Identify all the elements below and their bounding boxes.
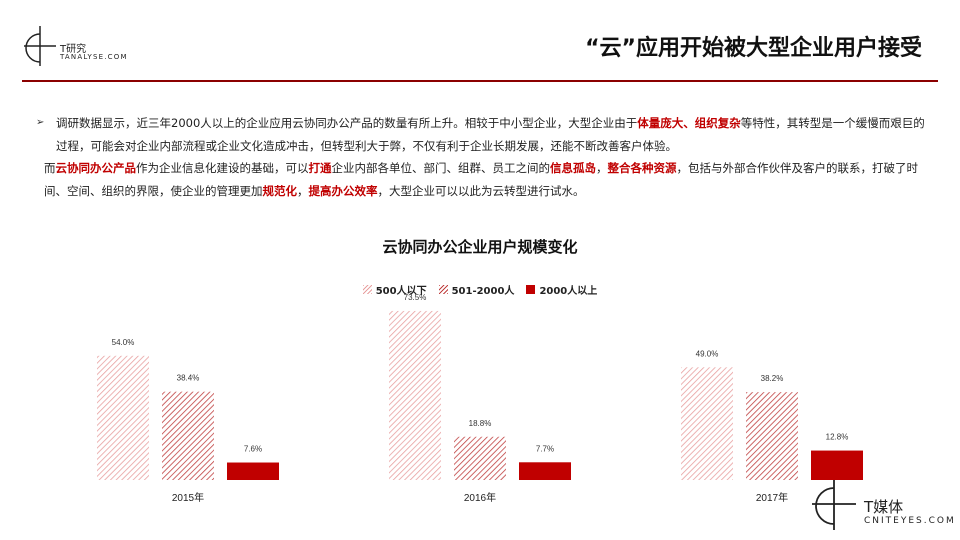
body-text-run: ， — [596, 161, 608, 175]
bar-3-3 — [811, 450, 863, 480]
logo-mark-icon — [24, 26, 56, 66]
logo-mark-icon — [812, 480, 856, 530]
page-title: “云”应用开始被大型企业用户接受 — [585, 36, 922, 61]
body-text: ➢ 调研数据显示，近三年2000人以上的企业应用云协同办公产品的数量有所上升。相… — [36, 112, 926, 202]
bar-3-2 — [519, 462, 571, 480]
paragraph-2: 而云协同办公产品作为企业信息化建设的基础，可以打通企业内部各单位、部门、组群、员… — [36, 157, 926, 202]
body-text-run: 企业内部各单位、部门、组群、员工之间的 — [331, 161, 551, 175]
bar-1-3 — [681, 367, 733, 480]
bar-chart: 54.0% 38.4% 7.6% 2015年 73.5% 18.8% 7.7% 2016年 49… — [97, 293, 863, 504]
body-text-run: ， — [297, 183, 309, 198]
highlight-text: 打通 — [308, 161, 332, 175]
data-label: 49.0% — [696, 349, 719, 358]
body-text-run: 调研数据显示，近三年2000人以上的企业应用云协同办公产品的数量有所上升。相较于… — [56, 116, 638, 130]
legend-label: 2000人以上 — [539, 286, 598, 297]
chart-title: 云协同办公企业用户规模变化 — [382, 238, 578, 256]
body-text-run: 作为企业信息化建设的基础，可以 — [136, 161, 309, 175]
highlight-text: 提高办公效率 — [308, 183, 378, 198]
bar-1-2 — [389, 310, 441, 480]
legend-swatch-light — [362, 285, 372, 294]
data-label: 73.5% — [404, 293, 427, 302]
highlight-text: 云协同办公产品 — [55, 161, 137, 175]
body-text-run: 而 — [44, 161, 56, 175]
logo-cniteyes: T媒体 CNITEYES.COM — [808, 478, 958, 534]
body-text-run: 等特性，其转型是一个缓慢而艰巨的过程，可能会对企业内部流程或企业文化造成冲击，但… — [56, 116, 925, 153]
highlight-text: 体量庞大、组织复杂 — [637, 116, 741, 130]
logo-tanalyse: T研究 TANALYSE.COM — [22, 26, 142, 72]
x-tick-label: 2015年 — [172, 491, 204, 504]
data-label: 38.4% — [177, 374, 200, 383]
data-label: 7.6% — [244, 445, 262, 454]
data-label: 38.2% — [761, 374, 784, 383]
x-tick-label: 2017年 — [756, 491, 788, 504]
legend-label: 501-2000人 — [451, 286, 515, 297]
highlight-text: 整合各种资源 — [607, 161, 677, 175]
title-divider — [22, 80, 938, 82]
bar-1-1 — [97, 355, 149, 480]
logo-brand-text: T研究 — [60, 44, 87, 55]
highlight-text: 规范化 — [262, 183, 298, 198]
logo-brand-text: T媒体 — [864, 498, 904, 516]
bar-3-1 — [227, 462, 279, 480]
legend-label: 500人以下 — [375, 286, 427, 297]
highlight-text: 信息孤岛 — [550, 161, 596, 175]
legend-item-2000-above: 2000人以上 — [526, 282, 597, 297]
logo-site-text: CNITEYES.COM — [864, 516, 956, 526]
bullet-arrow-icon: ➢ — [36, 117, 45, 128]
data-label: 12.8% — [826, 433, 849, 442]
bar-2-3 — [746, 392, 798, 480]
legend-swatch-mid — [438, 285, 448, 294]
bar-2-2 — [454, 436, 506, 480]
body-text-run: ，大型企业可以以此为云转型进行试水。 — [377, 183, 585, 198]
logo-site-text: TANALYSE.COM — [60, 53, 128, 61]
x-tick-label: 2016年 — [464, 491, 496, 504]
legend-swatch-solid — [526, 285, 536, 294]
chart-legend: 500人以下 501-2000人 2000人以上 — [0, 282, 960, 297]
body-text-run: ，包括与外部合作伙伴及客户的联系，打破了时间、空间、组织的界限，使企业的管理更加 — [44, 161, 918, 198]
data-label: 7.7% — [536, 444, 554, 453]
legend-item-501-2000: 501-2000人 — [438, 282, 515, 297]
data-label: 18.8% — [469, 419, 492, 428]
paragraph-1: 调研数据显示，近三年2000人以上的企业应用云协同办公产品的数量有所上升。相较于… — [36, 112, 926, 157]
data-label: 54.0% — [112, 338, 135, 347]
legend-item-500-below: 500人以下 — [362, 282, 427, 297]
bar-2-1 — [162, 391, 214, 480]
